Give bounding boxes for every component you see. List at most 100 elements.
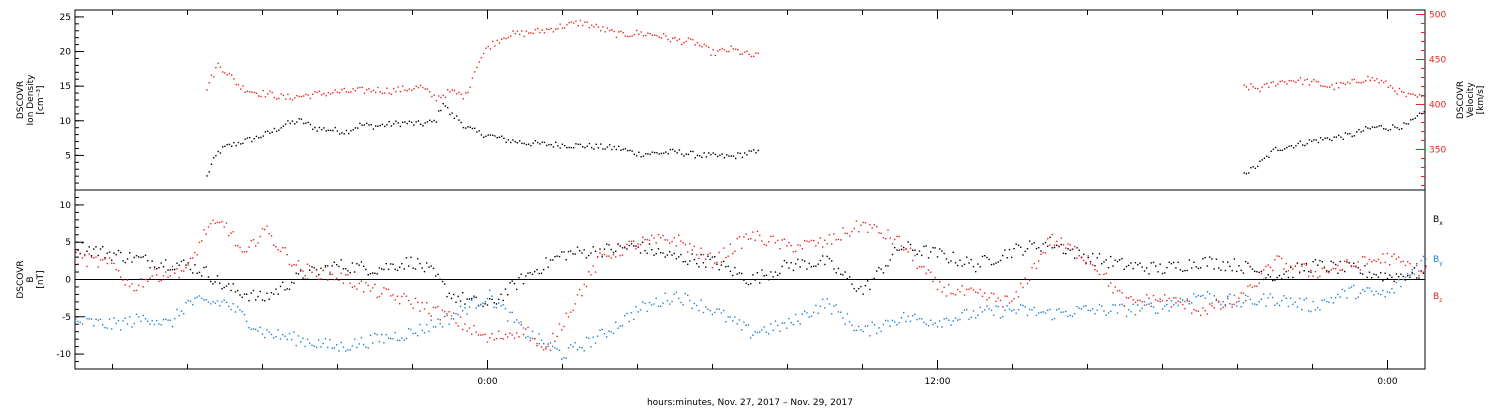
bx-series-point — [302, 277, 304, 279]
bx-series-point — [833, 268, 835, 270]
bz-series-point — [1323, 267, 1326, 269]
by-series-point — [421, 329, 423, 332]
by-series-point — [113, 317, 115, 319]
ion-density-series-point — [503, 137, 505, 139]
bz-series-point — [1186, 300, 1188, 302]
y-tick-label: 10 — [60, 201, 72, 211]
by-series-point — [223, 299, 225, 301]
by-series-point — [1353, 284, 1355, 287]
bz-series-point — [1119, 289, 1121, 292]
bz-series-point — [1263, 269, 1265, 271]
bx-series-point — [1110, 255, 1112, 258]
by-series-point — [941, 326, 943, 328]
velocity-series-point — [1288, 79, 1290, 82]
by-series-point — [585, 336, 588, 339]
bx-series-point — [810, 266, 813, 268]
by-series-point — [311, 344, 313, 346]
bz-series-point — [223, 226, 225, 228]
velocity-series-point — [570, 21, 573, 23]
bx-series-point — [1134, 262, 1137, 264]
velocity-series-point — [696, 42, 699, 44]
ion-density-series-point — [750, 150, 753, 152]
ion-density-series-point — [631, 150, 633, 152]
bz-series-point — [1213, 307, 1215, 309]
by-series-point — [1319, 309, 1321, 311]
velocity-series-point — [294, 97, 296, 99]
bz-series-point — [750, 237, 752, 240]
ion-density-series-point — [636, 155, 638, 157]
bz-series-point — [295, 264, 297, 266]
bx-series-point — [504, 288, 507, 290]
by-series-point — [1078, 307, 1080, 309]
bz-series-point — [754, 239, 756, 241]
bz-series-point — [399, 303, 401, 305]
bz-series-point — [1285, 262, 1287, 265]
velocity-series-point — [1329, 86, 1331, 88]
by-series-point — [700, 299, 702, 301]
bz-series-point — [783, 238, 786, 240]
bx-series-point — [968, 262, 970, 264]
bx-series-point — [270, 292, 273, 294]
bz-series-point — [196, 254, 198, 256]
by-series-point — [498, 302, 500, 304]
bz-series-point — [975, 291, 977, 293]
by-series-point — [1407, 273, 1409, 275]
by-series-point — [403, 339, 405, 341]
ion-density-series-point — [323, 127, 325, 129]
bz-series-point — [356, 288, 358, 290]
bz-series-point — [1283, 268, 1285, 270]
velocity-series-point — [1344, 83, 1347, 85]
ion-density-series-point — [1362, 130, 1365, 132]
by-series-point — [1006, 305, 1008, 307]
by-series-point — [158, 323, 160, 325]
by-series-point — [1310, 310, 1312, 313]
bx-series-point — [646, 252, 648, 254]
bz-series-point — [966, 288, 968, 291]
by-series — [75, 255, 1427, 360]
by-series-point — [336, 344, 338, 346]
by-series-point — [864, 325, 867, 327]
by-series-point — [1357, 296, 1359, 298]
bx-series-point — [104, 257, 106, 259]
velocity-series-point — [332, 92, 334, 94]
by-series-point — [882, 323, 885, 326]
velocity-series-point — [597, 26, 600, 28]
by-series-point — [1089, 309, 1092, 312]
ion-density-series-point — [694, 157, 696, 159]
velocity-series-point — [323, 92, 325, 95]
by-series-point — [536, 342, 538, 345]
bx-series-point — [250, 292, 252, 294]
bz-series-point — [1249, 284, 1251, 286]
bz-series-point — [455, 322, 457, 324]
by-series-point — [837, 311, 840, 313]
ion-density-series-point — [744, 152, 746, 154]
x-axis-label: hours:minutes, Nov. 27, 2017 – Nov. 29, … — [647, 398, 853, 408]
ion-density-series-point — [521, 142, 523, 144]
ion-density-series-point — [604, 148, 606, 150]
velocity-series-point — [1365, 80, 1367, 82]
bz-series-point — [174, 272, 176, 274]
by-series-point — [570, 344, 572, 346]
bz-series-point — [165, 271, 167, 273]
by-series-point — [835, 304, 837, 306]
bz-series-point — [950, 292, 952, 295]
velocity-series-point — [1349, 82, 1351, 85]
bx-series-point — [923, 245, 925, 248]
by-series-point — [1220, 303, 1222, 306]
bz-series-point — [108, 257, 111, 259]
bz-series-point — [990, 292, 993, 294]
by-series-point — [1420, 259, 1422, 262]
by-series-point — [367, 347, 369, 349]
bz-series-point — [723, 247, 725, 249]
bz-series-point — [1092, 264, 1094, 266]
velocity-series-point — [559, 23, 561, 25]
bz-series-point — [810, 239, 813, 242]
bz-series-point — [900, 245, 903, 247]
by-series-point — [394, 331, 396, 334]
bx-series-point — [356, 263, 358, 265]
y-tick-label: 0 — [65, 276, 71, 286]
by-series-point — [743, 321, 745, 323]
bz-series-point — [711, 267, 714, 269]
by-series-point — [988, 308, 990, 310]
bx-series-point — [268, 298, 270, 300]
